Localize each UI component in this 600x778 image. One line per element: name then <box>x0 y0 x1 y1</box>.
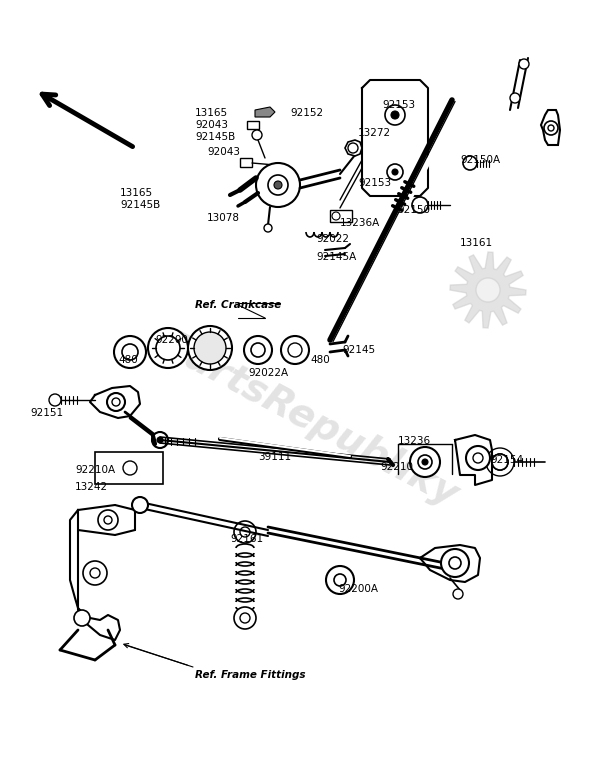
Circle shape <box>90 568 100 578</box>
Circle shape <box>391 111 399 119</box>
Text: 13236: 13236 <box>398 436 431 446</box>
Circle shape <box>476 278 500 302</box>
Text: 92145B: 92145B <box>195 132 235 142</box>
Circle shape <box>466 446 490 470</box>
Circle shape <box>410 447 440 477</box>
Circle shape <box>449 557 461 569</box>
Circle shape <box>392 169 398 175</box>
Circle shape <box>334 574 346 586</box>
Circle shape <box>156 336 180 360</box>
Circle shape <box>240 613 250 623</box>
Text: 92151: 92151 <box>30 408 63 418</box>
Text: 39111: 39111 <box>258 452 291 462</box>
Polygon shape <box>345 140 362 156</box>
Circle shape <box>188 326 232 370</box>
Text: 13165: 13165 <box>195 108 228 118</box>
Circle shape <box>194 332 226 364</box>
Circle shape <box>240 527 250 537</box>
Circle shape <box>387 164 403 180</box>
Polygon shape <box>541 110 560 145</box>
Polygon shape <box>450 252 526 328</box>
Circle shape <box>332 212 340 220</box>
Circle shape <box>463 156 477 170</box>
Circle shape <box>486 448 514 476</box>
Circle shape <box>49 394 61 406</box>
Circle shape <box>288 343 302 357</box>
Text: 92022A: 92022A <box>248 368 288 378</box>
Text: Ref. Frame Fittings: Ref. Frame Fittings <box>195 670 305 680</box>
Circle shape <box>492 454 508 470</box>
Circle shape <box>473 453 483 463</box>
Text: 92200: 92200 <box>155 335 188 345</box>
Circle shape <box>74 610 90 626</box>
Polygon shape <box>255 107 275 117</box>
Circle shape <box>422 459 428 465</box>
Circle shape <box>122 344 138 360</box>
Circle shape <box>98 510 118 530</box>
Text: 13272: 13272 <box>358 128 391 138</box>
Circle shape <box>492 454 508 470</box>
Circle shape <box>519 59 529 69</box>
Text: 13161: 13161 <box>460 238 493 248</box>
Circle shape <box>274 181 282 189</box>
Circle shape <box>234 521 256 543</box>
Bar <box>95 452 163 484</box>
Circle shape <box>548 125 554 131</box>
Circle shape <box>132 497 148 513</box>
Circle shape <box>104 516 112 524</box>
Text: 13165: 13165 <box>120 188 153 198</box>
Text: 92210: 92210 <box>380 462 413 472</box>
Text: 92210A: 92210A <box>75 465 115 475</box>
Circle shape <box>234 607 256 629</box>
Circle shape <box>148 328 188 368</box>
Text: 92043: 92043 <box>195 120 228 130</box>
Text: 92153: 92153 <box>382 100 415 110</box>
Text: 92022: 92022 <box>316 234 349 244</box>
Circle shape <box>112 398 120 406</box>
Text: 92154: 92154 <box>490 455 523 465</box>
Circle shape <box>256 163 300 207</box>
Circle shape <box>252 130 262 140</box>
Text: 13242: 13242 <box>75 482 108 492</box>
Text: Ref. Crankcase: Ref. Crankcase <box>195 300 281 310</box>
Circle shape <box>268 175 288 195</box>
Circle shape <box>453 589 463 599</box>
Circle shape <box>385 105 405 125</box>
Text: 92152: 92152 <box>290 108 323 118</box>
Circle shape <box>264 224 272 232</box>
Text: 480: 480 <box>310 355 330 365</box>
Text: 92145B: 92145B <box>120 200 160 210</box>
Circle shape <box>152 432 168 448</box>
Circle shape <box>114 336 146 368</box>
Text: PartsRepubliky: PartsRepubliky <box>156 326 464 514</box>
Circle shape <box>348 143 358 153</box>
Circle shape <box>418 455 432 469</box>
Bar <box>330 210 352 222</box>
Circle shape <box>251 343 265 357</box>
Circle shape <box>244 336 272 364</box>
Text: 92200A: 92200A <box>338 584 378 594</box>
Text: 92145: 92145 <box>342 345 375 355</box>
Text: 92150: 92150 <box>397 205 430 215</box>
Text: 92043: 92043 <box>207 147 240 157</box>
Circle shape <box>441 549 469 577</box>
Circle shape <box>107 393 125 411</box>
Text: 480: 480 <box>118 355 138 365</box>
Circle shape <box>123 461 137 475</box>
Bar <box>240 158 252 167</box>
Text: 92161: 92161 <box>230 534 263 544</box>
Text: 92145A: 92145A <box>316 252 356 262</box>
Text: 13236A: 13236A <box>340 218 380 228</box>
Text: 92150A: 92150A <box>460 155 500 165</box>
Bar <box>247 121 259 129</box>
Circle shape <box>157 437 163 443</box>
Text: 13078: 13078 <box>207 213 240 223</box>
Circle shape <box>83 561 107 585</box>
Circle shape <box>412 197 428 213</box>
Circle shape <box>326 566 354 594</box>
Circle shape <box>281 336 309 364</box>
Circle shape <box>510 93 520 103</box>
Circle shape <box>544 121 558 135</box>
Text: 92153: 92153 <box>358 178 391 188</box>
